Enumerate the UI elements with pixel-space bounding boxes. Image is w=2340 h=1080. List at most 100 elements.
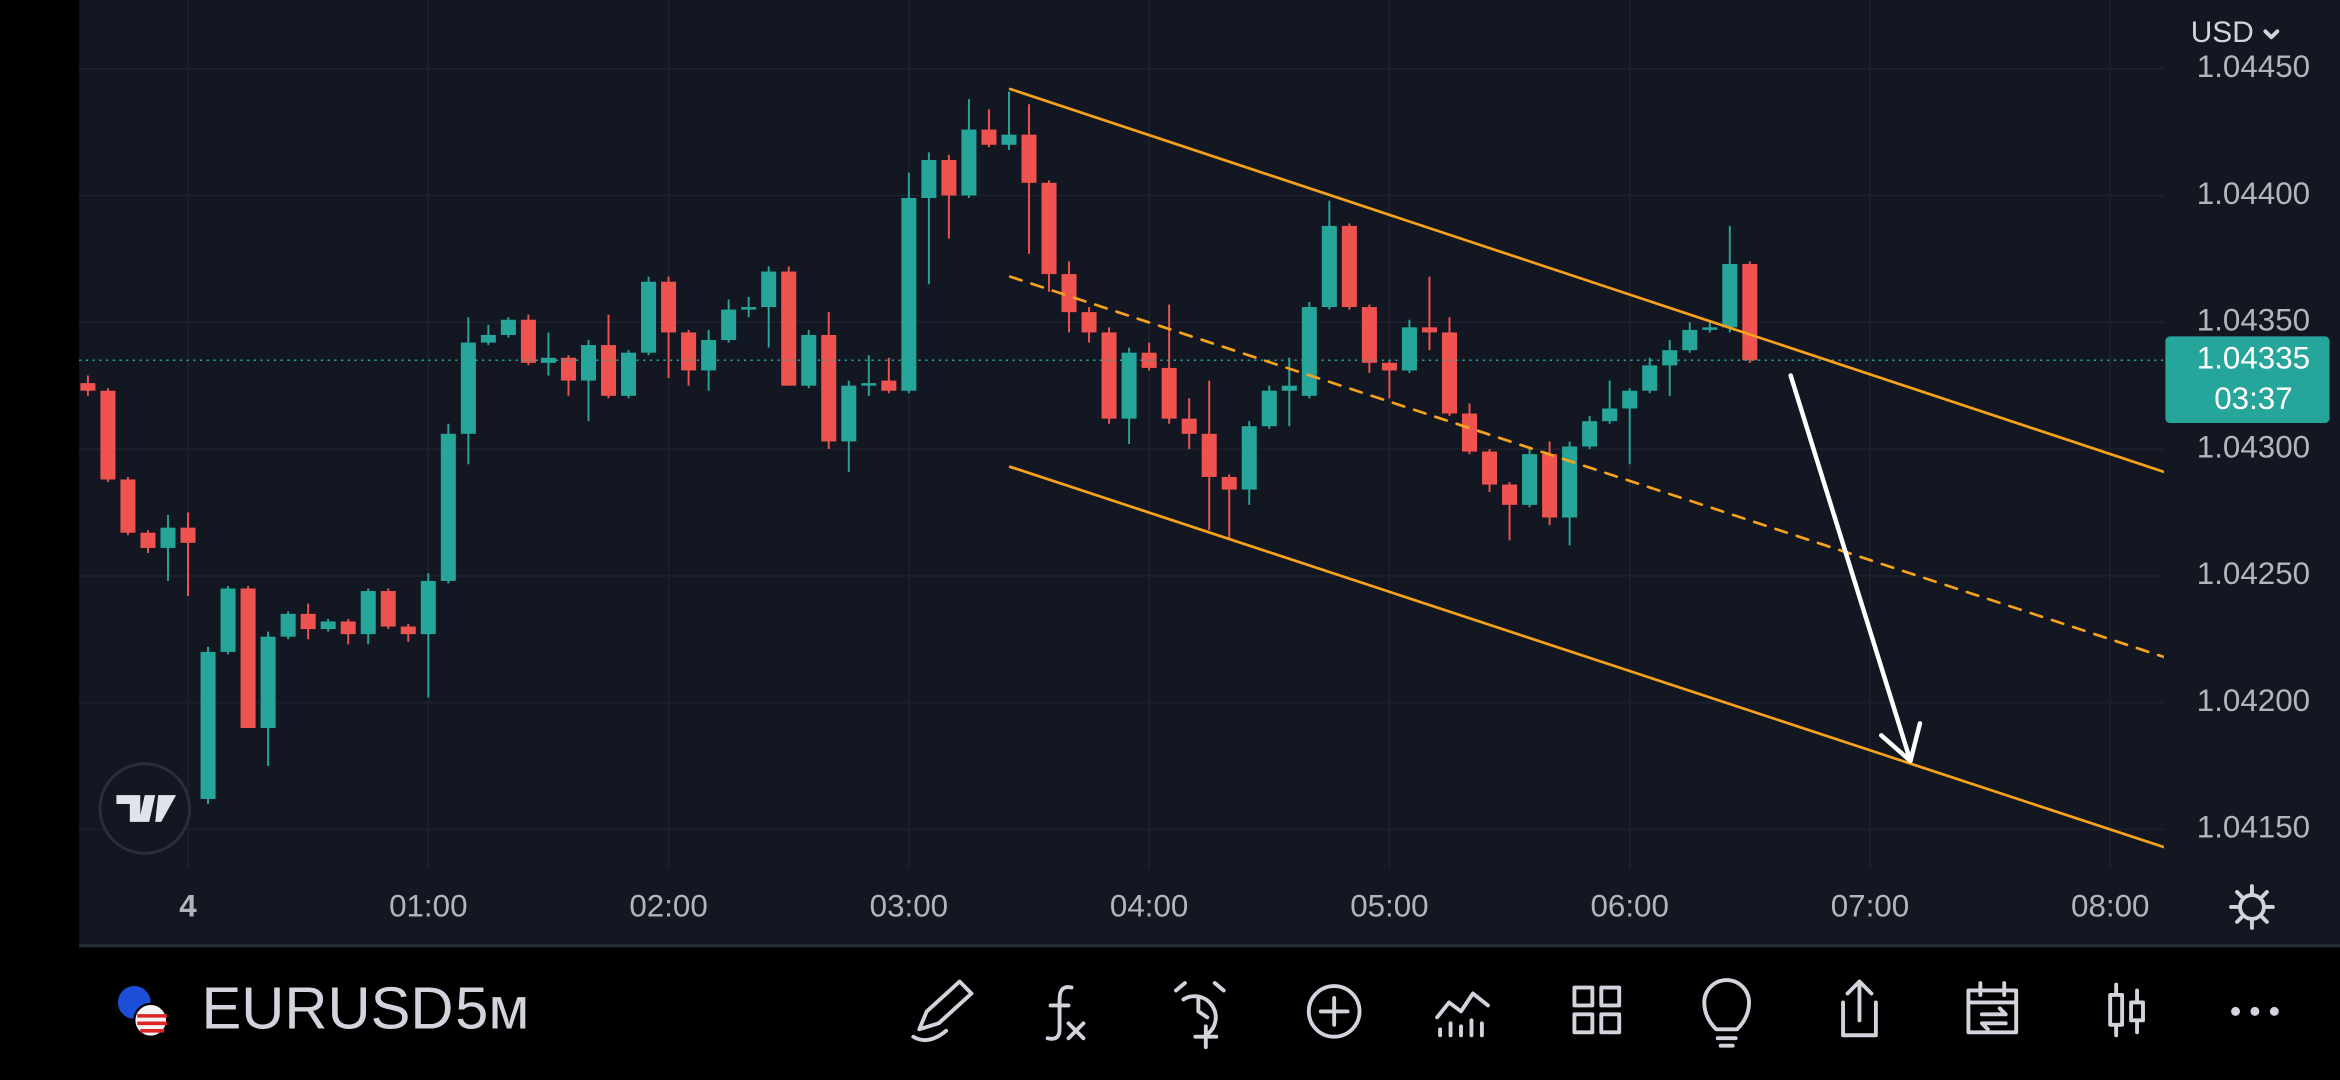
interval[interactable]: 5м bbox=[455, 975, 529, 1042]
add-icon[interactable] bbox=[1306, 984, 1362, 1039]
candle-body bbox=[861, 383, 877, 386]
candle-body bbox=[881, 380, 897, 391]
candle-body bbox=[781, 271, 797, 386]
share-icon[interactable] bbox=[1841, 979, 1878, 1038]
trend-line bbox=[1008, 275, 2164, 659]
candle-body bbox=[1201, 433, 1217, 477]
candle-body bbox=[1021, 134, 1037, 183]
settings[interactable] bbox=[2229, 884, 2275, 930]
candle-body bbox=[621, 352, 637, 396]
candle-body bbox=[1121, 352, 1137, 419]
tv-logo bbox=[98, 762, 192, 855]
x-tick-label: 02:00 bbox=[629, 889, 707, 924]
currency-bg bbox=[2163, 0, 2340, 45]
indicator-fx-icon[interactable] bbox=[1045, 985, 1086, 1041]
candle-body bbox=[440, 433, 456, 581]
candle-body bbox=[1562, 446, 1578, 518]
candle-body bbox=[1061, 274, 1077, 313]
ideas-icon[interactable] bbox=[1702, 978, 1751, 1048]
flag-us-stripes bbox=[137, 1014, 168, 1033]
candle-body bbox=[741, 307, 757, 310]
replay-icon[interactable] bbox=[1966, 981, 2019, 1035]
candle-body bbox=[761, 271, 777, 308]
symbol-button[interactable]: EURUSD 5м bbox=[117, 975, 530, 1042]
candle-body bbox=[1041, 182, 1057, 275]
candle-body bbox=[901, 198, 917, 391]
candle-body bbox=[1101, 332, 1117, 419]
x-tick-label: 04:00 bbox=[1110, 889, 1188, 924]
axes: 4 01:00 02:00 03:00 04:00 05:00 06:00 07:00 08:0… bbox=[179, 49, 2330, 924]
last-price-label: 1.04335 bbox=[2197, 341, 2310, 376]
candle-body bbox=[360, 591, 376, 635]
candle-body bbox=[1301, 307, 1317, 396]
candle-body bbox=[921, 159, 937, 199]
flag-us bbox=[133, 1002, 169, 1038]
candle-body bbox=[1602, 408, 1618, 422]
gear-teeth bbox=[2229, 884, 2275, 930]
candle-body bbox=[600, 345, 617, 396]
candle-body bbox=[1722, 263, 1738, 328]
candle-body bbox=[540, 357, 556, 363]
alert-icon[interactable] bbox=[1174, 981, 1226, 1050]
candle-body bbox=[1421, 327, 1437, 333]
candle-body bbox=[1361, 307, 1377, 363]
candle-body bbox=[1321, 225, 1337, 308]
candle-body bbox=[1081, 312, 1097, 333]
candle-body bbox=[841, 385, 857, 442]
candle-body bbox=[641, 281, 657, 353]
candle-body bbox=[1502, 484, 1518, 505]
x-tick-label: 08:00 bbox=[2071, 889, 2149, 924]
candle-body bbox=[1742, 263, 1758, 361]
add-circle bbox=[1306, 984, 1362, 1039]
candle-body bbox=[300, 613, 316, 630]
y-tick-label: 1.04250 bbox=[2197, 556, 2310, 591]
countdown: 03:37 bbox=[2214, 381, 2292, 416]
candle-body bbox=[661, 281, 677, 333]
candle-body bbox=[220, 588, 236, 652]
candle-body bbox=[560, 357, 576, 381]
arrow-head bbox=[1878, 721, 1923, 764]
candle-body bbox=[1281, 385, 1297, 391]
indicators-icon[interactable] bbox=[1435, 991, 1490, 1038]
chart-type-icon[interactable] bbox=[2108, 982, 2145, 1038]
x-tick-label: 4 bbox=[179, 889, 197, 924]
candle-body bbox=[460, 342, 476, 434]
trend-line bbox=[1008, 87, 2164, 474]
candle-body bbox=[1582, 421, 1598, 447]
candle-body bbox=[1341, 225, 1357, 308]
dot bbox=[2231, 1006, 2241, 1016]
candle-body bbox=[1542, 454, 1558, 518]
candle-body bbox=[1642, 365, 1658, 391]
candle-body bbox=[80, 383, 96, 391]
more-icon[interactable] bbox=[2231, 1006, 2279, 1016]
symbol[interactable]: EURUSD bbox=[201, 975, 453, 1042]
candle-body bbox=[580, 345, 596, 381]
candle-body bbox=[1622, 390, 1638, 409]
candle-body bbox=[1461, 413, 1478, 452]
x-tick-label: 01:00 bbox=[389, 889, 467, 924]
candle-body bbox=[961, 129, 977, 196]
y-tick-label: 1.04150 bbox=[2197, 810, 2310, 845]
candle-body bbox=[1662, 350, 1678, 366]
draw-icon[interactable] bbox=[911, 979, 974, 1043]
candle-body bbox=[1522, 454, 1538, 505]
layout-icon[interactable] bbox=[1572, 985, 1622, 1035]
candle-body bbox=[120, 479, 136, 533]
y-tick-label: 1.04350 bbox=[2197, 303, 2310, 338]
currency[interactable]: USD bbox=[2191, 16, 2254, 49]
y-tick-label: 1.04450 bbox=[2197, 49, 2310, 84]
currency-button[interactable]: USD bbox=[2191, 16, 2280, 49]
candle-body bbox=[1381, 362, 1397, 371]
candle-body bbox=[1221, 476, 1237, 490]
candle-body bbox=[701, 340, 717, 371]
logo-mark bbox=[116, 795, 177, 822]
candle-body bbox=[260, 636, 276, 728]
chevron bbox=[2263, 29, 2280, 40]
candle-body bbox=[380, 591, 396, 627]
candle-body bbox=[140, 532, 156, 548]
x-tick-label: 03:00 bbox=[870, 889, 948, 924]
y-tick-label: 1.04300 bbox=[2197, 429, 2310, 464]
candle-body bbox=[1161, 367, 1177, 419]
